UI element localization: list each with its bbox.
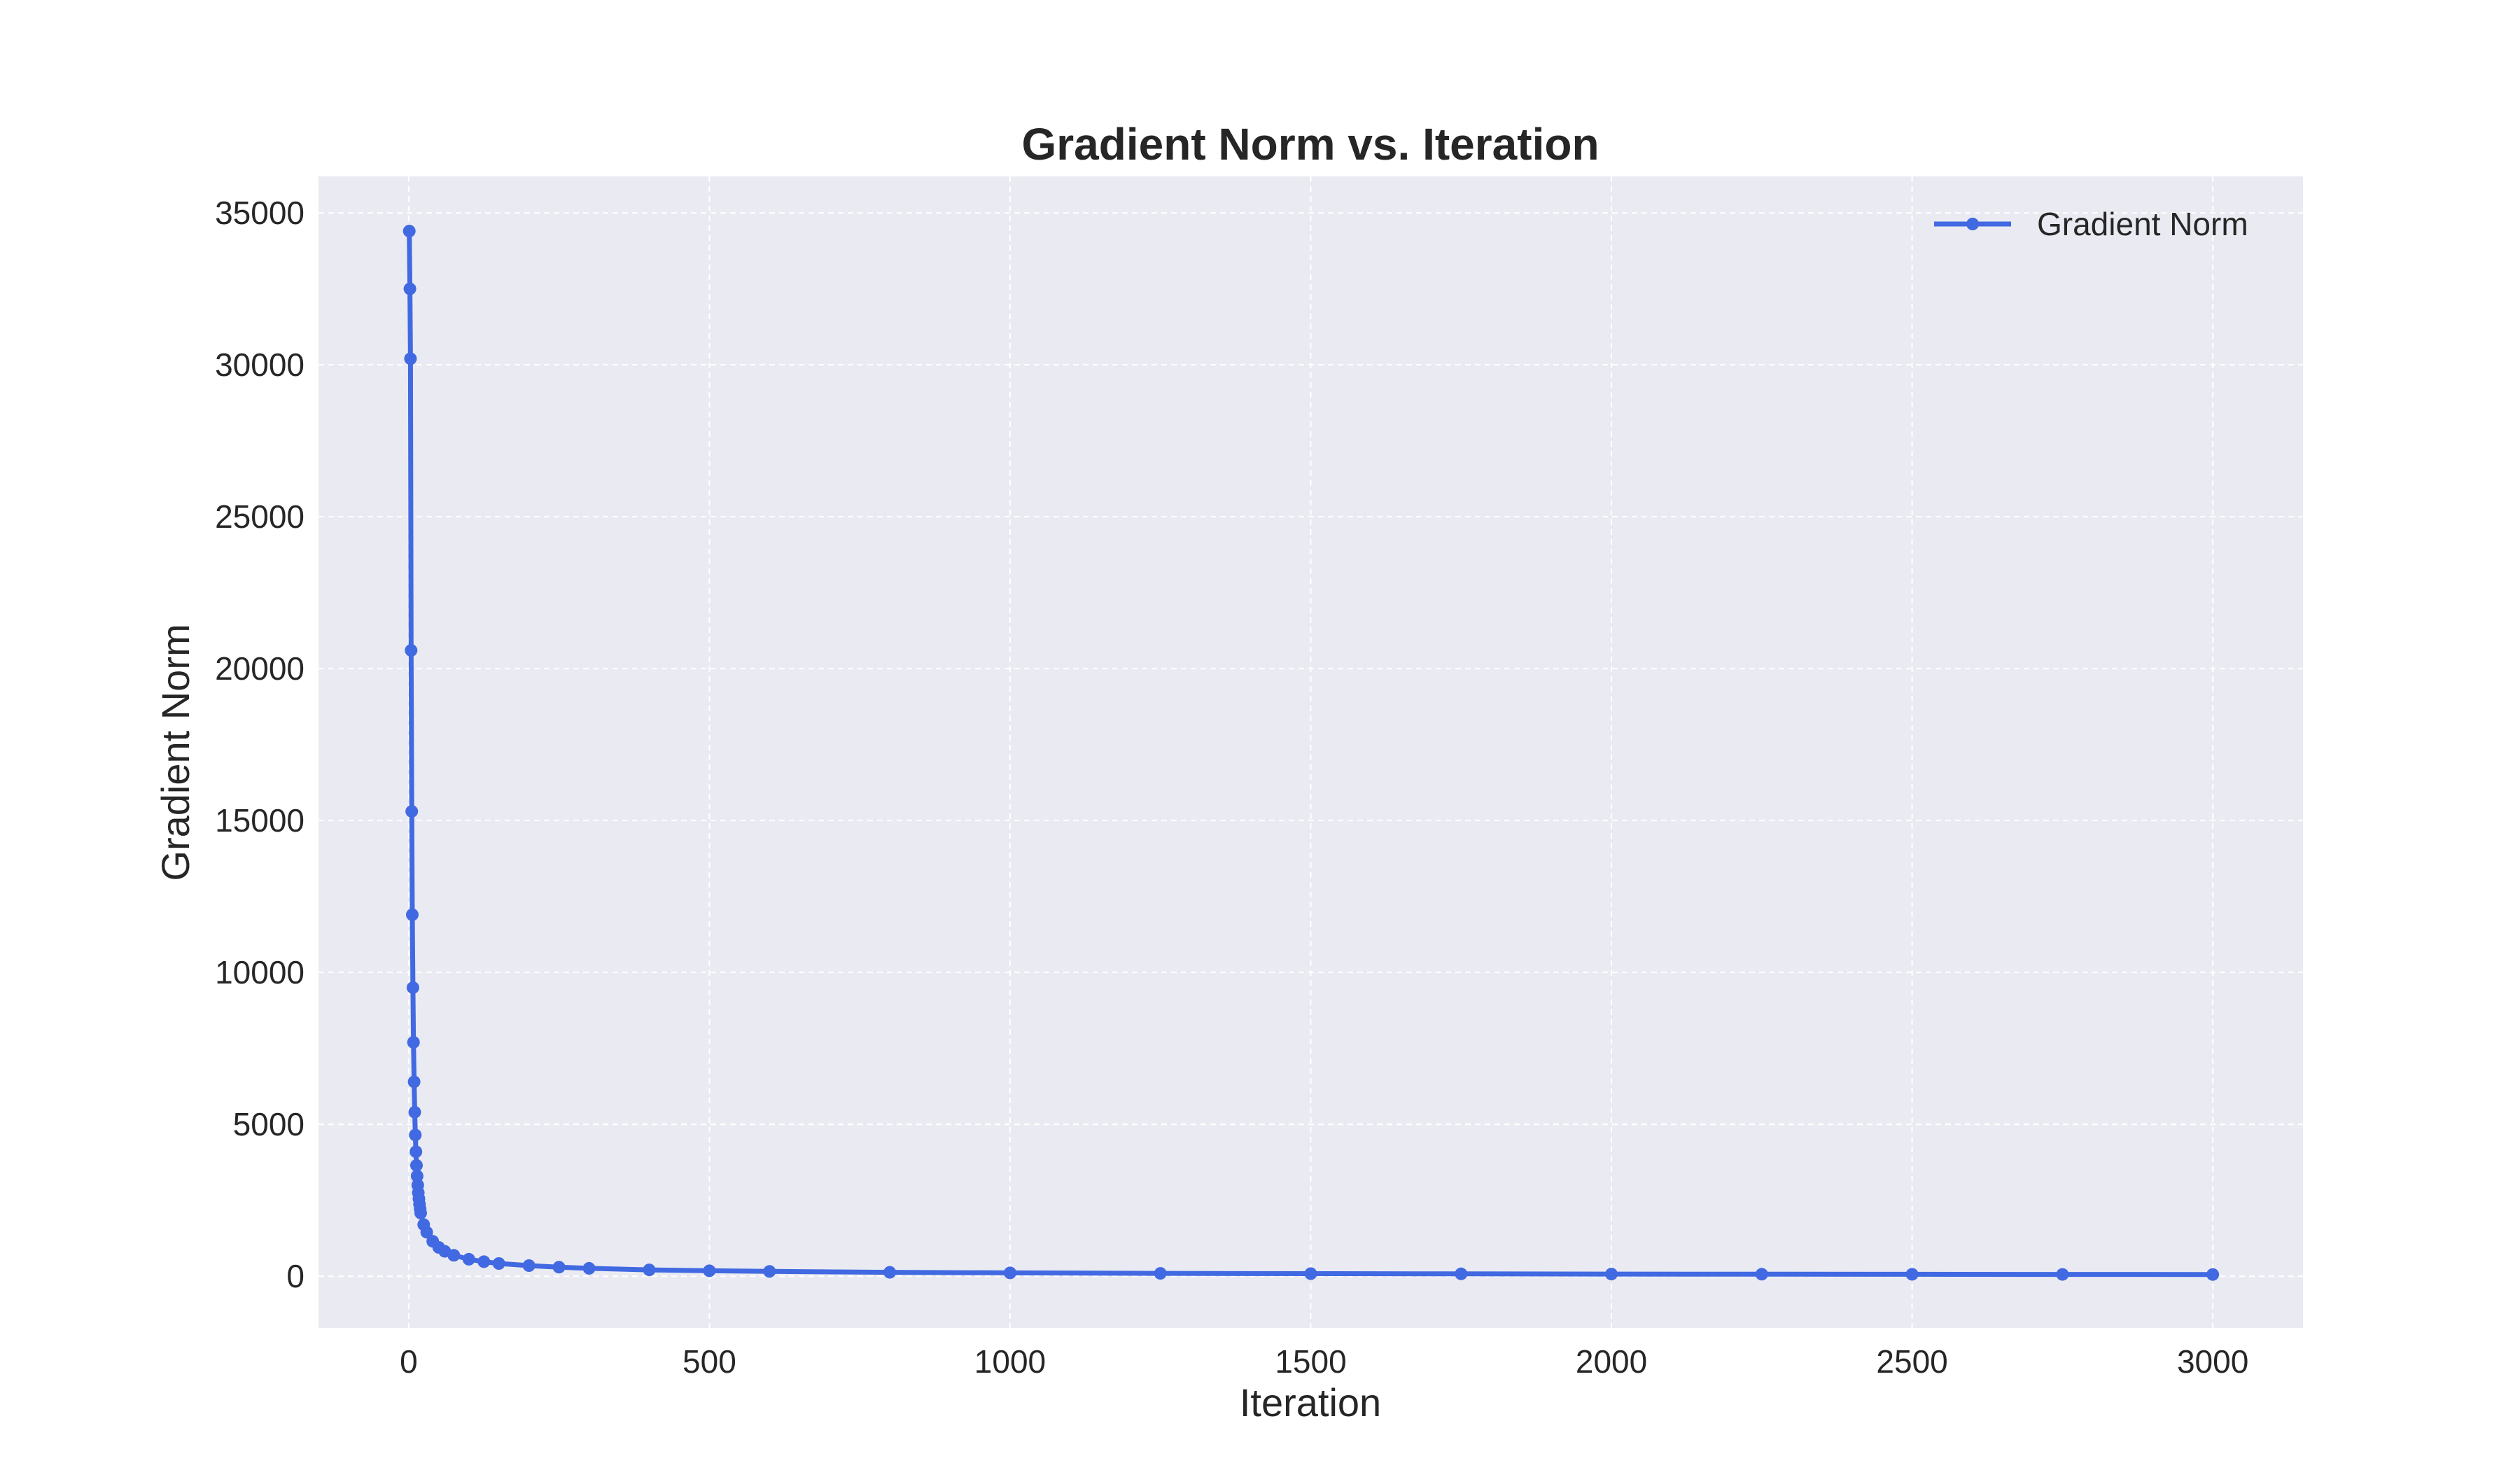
data-point-marker: [405, 644, 418, 657]
data-point-marker: [552, 1261, 566, 1274]
y-tick-label: 30000: [215, 346, 304, 383]
data-point-marker: [2206, 1268, 2220, 1281]
data-point-marker: [410, 1158, 423, 1172]
x-axis-label: Iteration: [1240, 1380, 1381, 1424]
data-point-marker: [1455, 1267, 1468, 1280]
data-point-marker: [402, 225, 416, 238]
data-point-marker: [703, 1264, 716, 1278]
data-point-marker: [1304, 1267, 1317, 1280]
data-point-marker: [477, 1255, 491, 1268]
data-point-marker: [1004, 1266, 1016, 1280]
data-point-marker: [1605, 1268, 1618, 1281]
data-point-marker: [462, 1252, 475, 1266]
data-point-marker: [407, 1036, 420, 1049]
data-point-marker: [414, 1206, 427, 1219]
x-tick-label: 2500: [1876, 1343, 1947, 1380]
data-point-marker: [408, 1105, 421, 1119]
x-tick-label: 3000: [2177, 1343, 2248, 1380]
y-tick-label: 20000: [215, 650, 304, 687]
data-point-marker: [763, 1265, 776, 1278]
y-tick-label: 25000: [215, 498, 304, 535]
data-point-marker: [1905, 1268, 1919, 1281]
legend-label: Gradient Norm: [2037, 206, 2248, 242]
data-point-marker: [643, 1264, 656, 1277]
data-point-marker: [407, 1075, 421, 1088]
x-tick-label: 2000: [1576, 1343, 1647, 1380]
data-point-marker: [406, 908, 419, 921]
data-point-marker: [410, 1170, 424, 1182]
data-point-marker: [582, 1261, 596, 1275]
y-tick-label: 10000: [215, 954, 304, 990]
chart-title: Gradient Norm vs. Iteration: [1021, 119, 1599, 169]
data-point-marker: [404, 352, 417, 365]
legend: Gradient Norm: [1934, 206, 2248, 242]
data-point-marker: [403, 282, 416, 295]
y-tick-label: 35000: [215, 195, 304, 231]
legend-marker-swatch: [1966, 218, 1979, 230]
data-point-marker: [410, 1145, 423, 1158]
x-tick-label: 1500: [1275, 1343, 1346, 1380]
data-point-marker: [883, 1266, 897, 1279]
data-point-marker: [447, 1249, 461, 1262]
data-point-marker: [1154, 1267, 1167, 1280]
data-point-marker: [405, 805, 419, 818]
data-point-marker: [409, 1128, 422, 1142]
y-tick-labels: 0 5000 10000 15000 20000 25000 30000 35000: [215, 195, 304, 1294]
data-point-marker: [406, 981, 419, 994]
data-point-marker: [522, 1259, 536, 1272]
y-tick-label: 5000: [233, 1106, 304, 1142]
y-axis-label: Gradient Norm: [153, 624, 197, 881]
y-tick-label: 15000: [215, 802, 304, 839]
x-tick-label: 0: [400, 1343, 418, 1380]
data-point-marker: [420, 1226, 433, 1239]
data-point-marker: [492, 1257, 505, 1270]
y-tick-label: 0: [286, 1258, 304, 1294]
data-point-marker: [1755, 1268, 1768, 1281]
series-group: [402, 225, 2220, 1281]
x-tick-label: 500: [682, 1343, 736, 1380]
x-tick-label: 1000: [974, 1343, 1046, 1380]
x-tick-labels: 0 500 1000 1500 2000 2500 3000: [400, 1343, 2248, 1380]
plot-background: [318, 176, 2303, 1328]
data-point-marker: [2056, 1268, 2069, 1281]
